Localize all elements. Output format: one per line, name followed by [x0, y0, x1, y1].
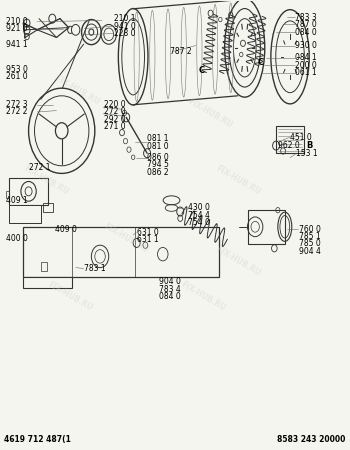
Text: 261 0: 261 0 [6, 72, 28, 81]
Bar [276, 126, 304, 153]
Text: 783 4: 783 4 [159, 285, 181, 294]
Text: 783 1: 783 1 [84, 264, 105, 273]
Text: 272 0: 272 0 [104, 108, 125, 117]
Text: 409 1: 409 1 [6, 196, 28, 205]
Text: 153 1: 153 1 [296, 149, 318, 158]
Text: 785 1: 785 1 [299, 232, 320, 241]
Text: FIX-HUB.RU: FIX-HUB.RU [47, 280, 94, 313]
Text: 061 1: 061 1 [295, 68, 317, 77]
Text: 794 5: 794 5 [147, 160, 169, 169]
Text: 631 0: 631 0 [136, 228, 159, 237]
Text: 081 0: 081 0 [147, 142, 169, 151]
Text: C: C [199, 66, 205, 75]
Text: 228 0: 228 0 [114, 29, 135, 38]
Text: 451 0: 451 0 [290, 133, 312, 142]
Text: 962 0: 962 0 [278, 141, 300, 150]
Circle shape [49, 14, 56, 23]
Text: 200 0: 200 0 [295, 61, 317, 70]
Text: FIX-HUB.RU: FIX-HUB.RU [214, 164, 262, 197]
Text: 086 2: 086 2 [147, 168, 169, 177]
Text: 904 0: 904 0 [159, 277, 181, 286]
Text: 921 0: 921 0 [6, 24, 28, 33]
Text: FIX-HUB.RU: FIX-HUB.RU [102, 222, 150, 255]
Circle shape [133, 238, 140, 248]
Bar [41, 262, 47, 271]
Text: 631 1: 631 1 [136, 235, 158, 244]
Text: 953 0: 953 0 [6, 65, 28, 74]
Text: 086 0: 086 0 [147, 153, 169, 162]
Text: B: B [306, 141, 313, 150]
Text: 754 4: 754 4 [188, 211, 210, 220]
Bar [9, 205, 41, 223]
Circle shape [177, 207, 184, 216]
Text: 084 0: 084 0 [159, 292, 181, 302]
Circle shape [123, 113, 130, 122]
Bar [9, 178, 48, 205]
Text: 941 0: 941 0 [114, 22, 136, 31]
Text: FIX-HUB.RU: FIX-HUB.RU [22, 164, 70, 197]
Text: 904 4: 904 4 [299, 247, 321, 256]
Text: 785 0: 785 0 [299, 239, 321, 248]
Text: 754 0: 754 0 [188, 218, 210, 227]
Circle shape [71, 24, 80, 35]
Text: FIX-HUB.RU: FIX-HUB.RU [54, 74, 101, 107]
Text: FIX-HUB.RU: FIX-HUB.RU [179, 280, 227, 313]
Text: 210 0: 210 0 [6, 17, 28, 26]
Text: 8583 243 20000: 8583 243 20000 [278, 435, 346, 444]
Text: 292 0: 292 0 [104, 115, 125, 124]
Text: 760 0: 760 0 [299, 225, 321, 234]
Text: 272 3: 272 3 [6, 100, 28, 109]
Text: FIX-HUB.RU: FIX-HUB.RU [186, 96, 234, 129]
Bar [248, 210, 285, 244]
Text: 4619 712 487(1: 4619 712 487(1 [4, 435, 71, 444]
Text: 400 0: 400 0 [6, 234, 28, 243]
Circle shape [144, 149, 150, 158]
Text: 787 0: 787 0 [295, 20, 317, 29]
Text: 081 1: 081 1 [147, 134, 169, 143]
Text: 930 0: 930 0 [295, 41, 317, 50]
Text: 272 2: 272 2 [6, 108, 27, 117]
Text: 271 0: 271 0 [104, 122, 125, 131]
Bar [23, 277, 72, 288]
Text: 783 3: 783 3 [295, 13, 317, 22]
Text: C: C [258, 58, 264, 67]
Text: 430 0: 430 0 [188, 203, 210, 212]
Text: 210 1: 210 1 [114, 14, 135, 23]
Text: 220 0: 220 0 [104, 100, 125, 109]
Bar [6, 191, 9, 198]
Text: 084 0: 084 0 [295, 27, 317, 36]
Text: 084 1: 084 1 [295, 53, 317, 62]
Circle shape [21, 181, 36, 201]
Text: 272 1: 272 1 [29, 163, 50, 172]
Text: 941 1: 941 1 [6, 40, 28, 49]
Bar [43, 202, 53, 211]
Text: 787 2: 787 2 [170, 47, 191, 56]
Text: 409 0: 409 0 [55, 225, 77, 234]
Text: FIX-HUB.RU: FIX-HUB.RU [214, 244, 262, 277]
Bar [23, 227, 219, 277]
